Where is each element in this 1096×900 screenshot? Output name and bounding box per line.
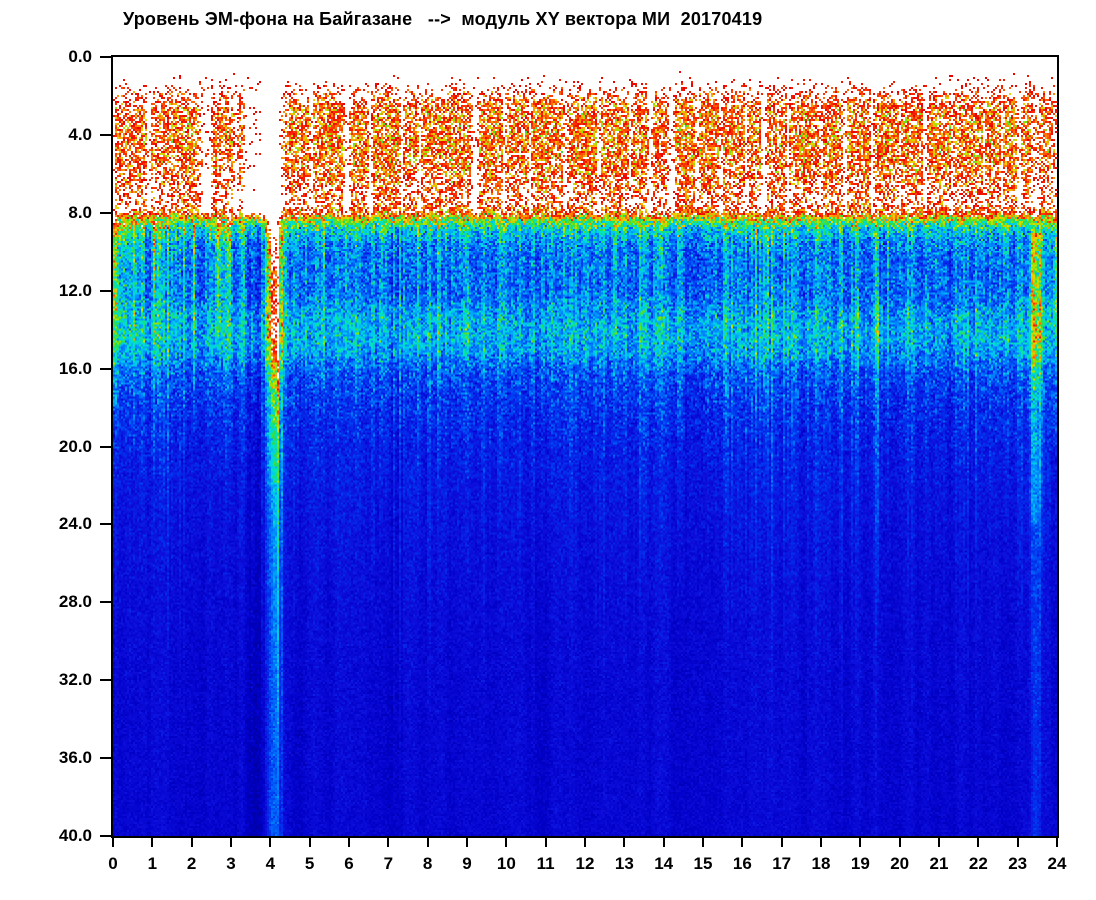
x-tick-label: 22 [968, 854, 988, 873]
x-tick-mark [230, 838, 232, 847]
x-tick-mark [1056, 838, 1058, 847]
x-tick-mark [938, 838, 940, 847]
spectrogram-heatmap [113, 57, 1057, 836]
x-tick-label: 10 [496, 854, 516, 873]
y-tick-label: 36.0 [58, 748, 92, 768]
x-tick-mark [584, 838, 586, 847]
x-tick-mark [308, 838, 311, 847]
y-tick-label: 12.0 [58, 280, 92, 300]
x-tick-mark [190, 838, 193, 847]
y-tick-label: 8.0 [68, 202, 92, 222]
x-tick-label: 18 [811, 854, 831, 873]
x-tick-label: 9 [462, 854, 472, 873]
x-tick-mark [741, 838, 744, 847]
y-tick-mark [100, 211, 111, 214]
x-tick-label: 19 [850, 854, 870, 873]
x-tick-label: 2 [186, 854, 197, 873]
y-tick-label: 0.0 [68, 47, 92, 66]
x-tick-label: 11 [536, 854, 555, 873]
y-tick-label: 16.0 [58, 358, 92, 378]
y-tick-label: 28.0 [58, 592, 92, 612]
x-tick-mark [662, 838, 665, 847]
x-tick-mark [898, 838, 901, 847]
x-tick-mark [702, 838, 704, 847]
x-tick-label: 6 [344, 854, 354, 873]
x-tick-mark [820, 838, 822, 847]
y-tick-mark [100, 601, 111, 604]
x-tick-label: 8 [422, 854, 433, 873]
x-tick-label: 5 [304, 854, 315, 873]
x-tick-label: 24 [1047, 854, 1067, 873]
y-tick-label: 4.0 [68, 124, 92, 144]
x-tick-mark [269, 838, 272, 847]
x-tick-label: 14 [654, 854, 674, 873]
x-tick-mark [505, 838, 508, 847]
y-tick-mark [100, 289, 111, 292]
y-tick-label: 20.0 [58, 436, 92, 456]
x-tick-label: 7 [383, 854, 394, 873]
x-tick-label: 21 [929, 854, 949, 873]
y-tick-mark [100, 445, 111, 448]
x-tick-mark [859, 838, 862, 847]
y-tick-mark [100, 757, 111, 760]
x-tick-label: 0 [108, 854, 118, 873]
x-tick-mark [151, 838, 154, 847]
x-tick-mark [466, 838, 468, 847]
y-tick-mark [100, 679, 111, 682]
x-tick-label: 16 [732, 854, 752, 873]
x-tick-mark [426, 838, 429, 847]
x-tick-label: 12 [575, 854, 595, 873]
plot-frame [111, 55, 1059, 838]
y-tick-mark [100, 56, 111, 58]
y-tick-mark [100, 835, 111, 837]
y-tick-mark [100, 523, 111, 526]
x-tick-label: 13 [614, 854, 634, 873]
x-tick-mark [1016, 838, 1019, 847]
y-tick-mark [100, 367, 111, 370]
x-tick-mark [387, 838, 390, 847]
x-tick-mark [780, 838, 783, 847]
x-tick-mark [544, 838, 547, 847]
x-tick-label: 3 [226, 854, 236, 873]
y-tick-label: 24.0 [58, 514, 92, 534]
x-tick-mark [112, 838, 114, 847]
x-tick-label: 15 [693, 854, 713, 873]
y-tick-mark [100, 133, 111, 136]
x-tick-mark [623, 838, 626, 847]
x-tick-label: 17 [772, 854, 792, 873]
x-tick-mark [348, 838, 350, 847]
x-tick-label: 20 [890, 854, 910, 873]
chart-title: Уровень ЭМ-фона на Байгазане --> модуль … [123, 9, 763, 29]
x-tick-mark [977, 838, 980, 847]
y-tick-label: 32.0 [58, 670, 92, 690]
x-tick-label: 1 [147, 854, 158, 873]
y-tick-label: 40.0 [58, 826, 92, 845]
x-tick-label: 23 [1008, 854, 1028, 873]
x-tick-label: 4 [265, 854, 276, 873]
